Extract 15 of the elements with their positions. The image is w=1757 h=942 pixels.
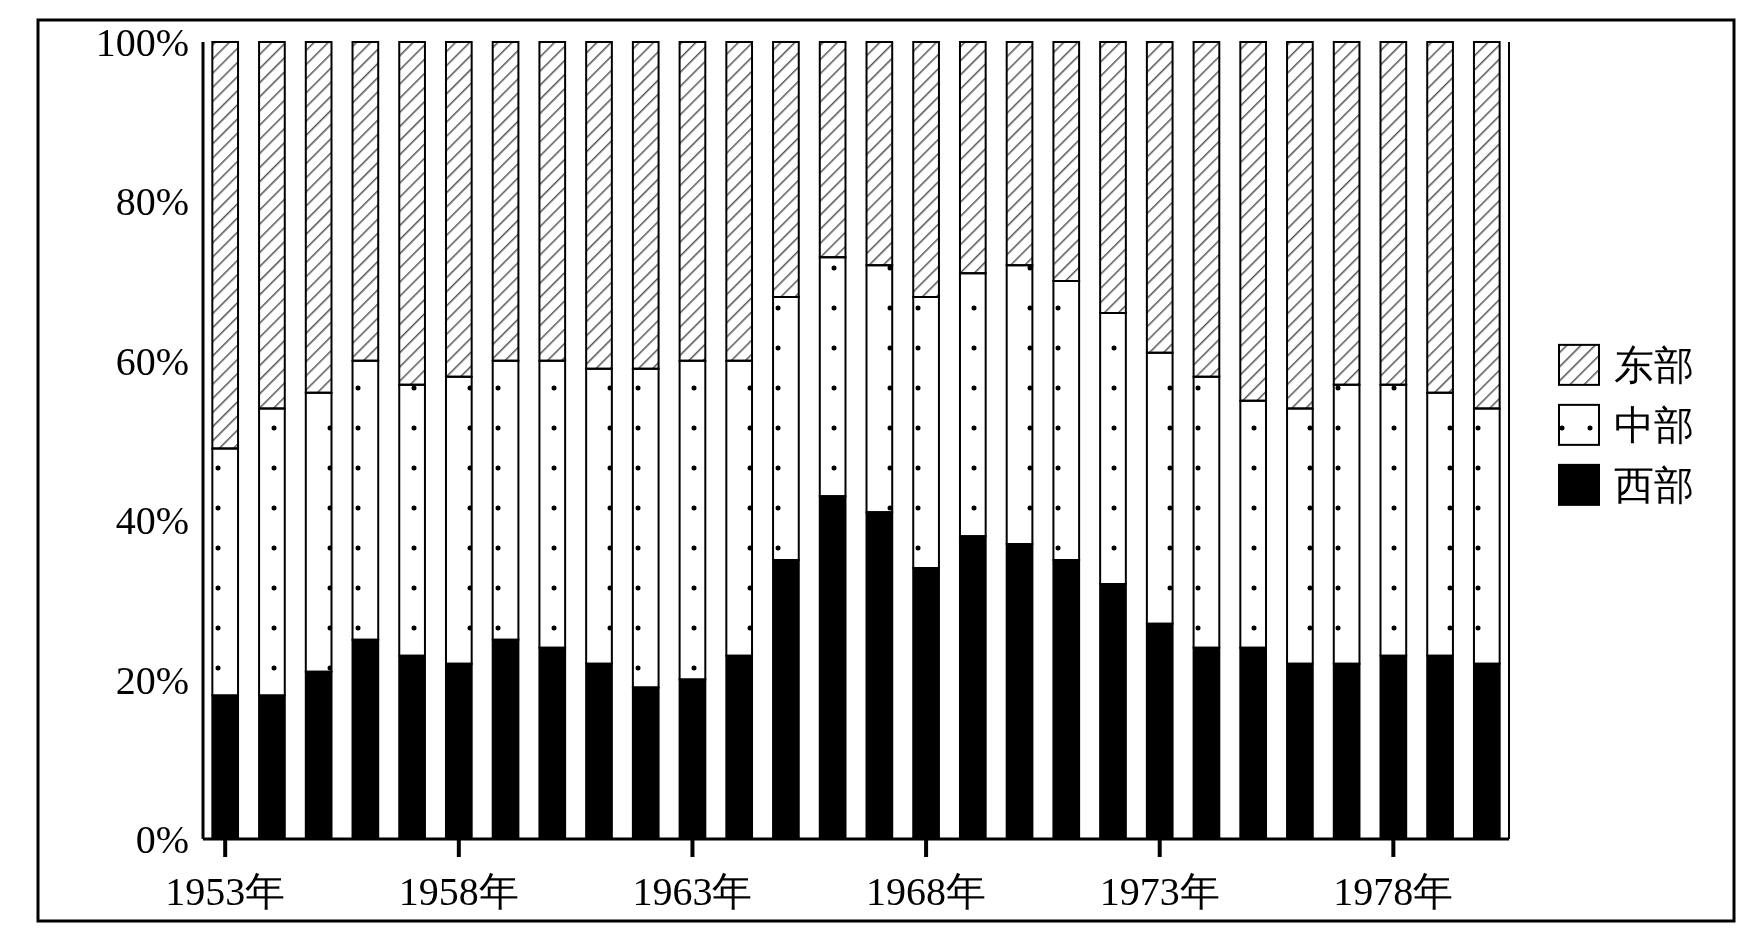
y-tick-label: 60%: [115, 338, 189, 384]
x-tick-label: 1963年: [632, 869, 753, 914]
legend-label: 东部: [1614, 342, 1694, 388]
x-tick-label: 1953年: [165, 869, 286, 914]
legend-label: 西部: [1614, 462, 1694, 508]
y-tick-label: 80%: [115, 179, 189, 225]
x-tick-label: 1968年: [866, 869, 987, 914]
y-tick-label: 100%: [95, 20, 189, 65]
y-tick-label: 20%: [115, 657, 189, 703]
x-tick-label: 1958年: [398, 869, 519, 914]
y-tick-label: 0%: [135, 817, 189, 862]
x-tick-label: 1973年: [1099, 869, 1220, 914]
legend-label: 中部: [1614, 402, 1694, 448]
x-tick-label: 1978年: [1333, 869, 1454, 914]
y-tick-label: 40%: [115, 498, 189, 544]
